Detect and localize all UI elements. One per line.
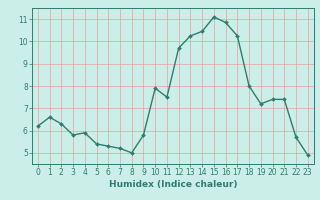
- X-axis label: Humidex (Indice chaleur): Humidex (Indice chaleur): [108, 180, 237, 189]
